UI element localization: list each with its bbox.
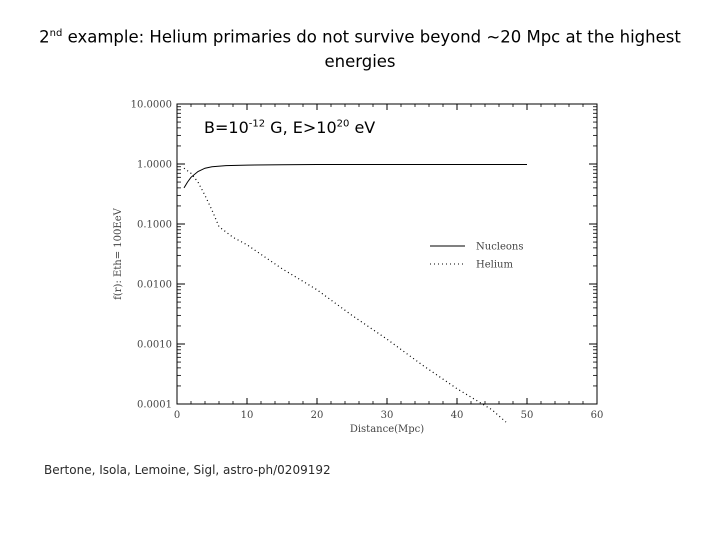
title-superscript: nd bbox=[49, 28, 63, 39]
legend-label: Helium bbox=[476, 260, 513, 271]
x-tick-label: 30 bbox=[381, 410, 394, 421]
annotation-unit: eV bbox=[349, 118, 376, 137]
y-tick-label: 10.0000 bbox=[131, 100, 172, 111]
chart-annotation: B=10-12 G, E>1020 eV bbox=[204, 118, 375, 137]
citation: Bertone, Isola, Lemoine, Sigl, astro-ph/… bbox=[44, 463, 331, 477]
title-part2: example: Helium primaries do not survive… bbox=[62, 27, 681, 47]
series-line-nucleons bbox=[183, 164, 527, 189]
annotation-b-label: B=10 bbox=[204, 118, 249, 137]
y-axis-title: f(r): Eth= 100EeV bbox=[113, 207, 124, 299]
y-tick-label: 1.0000 bbox=[137, 160, 172, 171]
series-line-helium bbox=[183, 167, 507, 423]
annotation-e-label: G, E>10 bbox=[265, 118, 337, 137]
x-axis-title: Distance(Mpc) bbox=[350, 424, 424, 435]
x-tick-label: 20 bbox=[311, 410, 324, 421]
title-part1: 2 bbox=[39, 27, 50, 47]
x-tick-label: 40 bbox=[451, 410, 464, 421]
title-line2: energies bbox=[324, 51, 396, 71]
chart-svg: 0 10 20 30 40 50 60 10.0000 1.0000 0.1000 0.0100 0.… bbox=[113, 100, 604, 436]
legend-label: Nucleons bbox=[476, 242, 524, 253]
y-tick-label: 0.1000 bbox=[137, 220, 172, 231]
x-tick-label: 60 bbox=[591, 410, 604, 421]
x-tick-label: 10 bbox=[241, 410, 254, 421]
x-tick-label: 0 bbox=[174, 410, 180, 421]
y-tick-label: 0.0010 bbox=[137, 340, 172, 351]
y-tick-label: 0.0001 bbox=[137, 400, 172, 411]
slide-title: 2nd example: Helium primaries do not sur… bbox=[0, 22, 720, 74]
annotation-b-exponent: -12 bbox=[248, 118, 266, 130]
y-tick-label: 0.0100 bbox=[137, 280, 172, 291]
annotation-e-exponent: 20 bbox=[336, 118, 350, 130]
plot-frame bbox=[176, 103, 598, 405]
chart: 0 10 20 30 40 50 60 10.0000 1.0000 0.1000 0.0100 0.… bbox=[100, 90, 620, 445]
x-tick-label: 50 bbox=[521, 410, 534, 421]
